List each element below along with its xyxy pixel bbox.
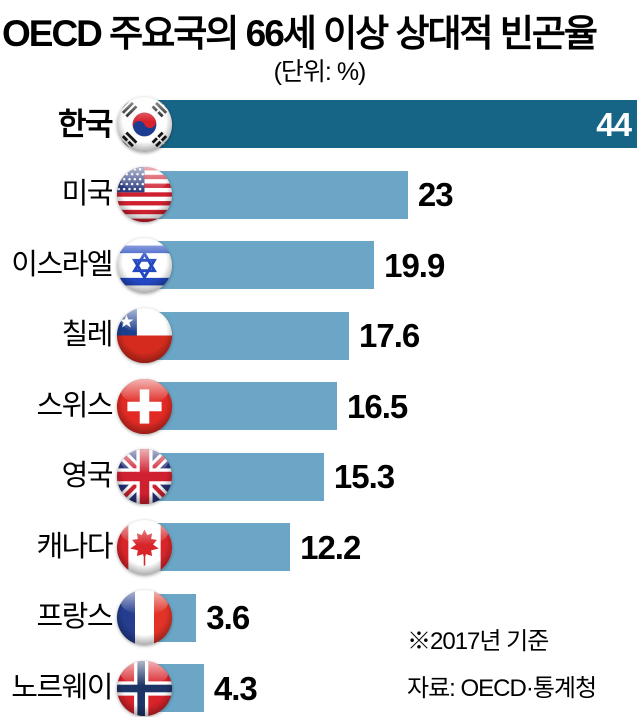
value-label: 19.9 (384, 246, 445, 284)
chile-flag-icon (116, 307, 173, 364)
value-label: 17.6 (359, 317, 420, 354)
south-korea-flag-icon (116, 96, 173, 153)
value-label: 23 (417, 176, 454, 213)
value-label: 15.3 (333, 458, 395, 495)
footnote-block: ※2017년 기준 자료: OECD·통계청 (407, 618, 597, 712)
country-label: 칠레 (61, 319, 114, 351)
unit-label: (단위: %) (273, 58, 367, 86)
bar (150, 452, 324, 501)
value-label: 12.2 (300, 528, 361, 566)
israel-flag-icon (116, 237, 173, 294)
footnote: ※2017년 기준 (407, 628, 549, 655)
bar-row: 칠레 17.6 (0, 307, 639, 364)
country-label: 미국 (61, 178, 114, 210)
bar-row: 노르웨이 4.3 (0, 660, 639, 717)
country-label: 이스라엘 (11, 248, 113, 281)
uk-flag-icon (116, 448, 173, 505)
value-label: 44 (596, 105, 632, 143)
value-label: 4.3 (213, 669, 258, 707)
usa-flag-icon (116, 166, 173, 223)
bar-row: 영국 15.3 (0, 448, 639, 505)
norway-flag-icon (116, 660, 173, 717)
bar (150, 241, 375, 289)
bar (150, 523, 291, 571)
canada-flag-icon (116, 519, 173, 576)
chart-title: OECD 주요국의 66세 이상 상대적 빈곤율 (2, 13, 598, 54)
bar (150, 170, 408, 219)
bar (150, 382, 337, 430)
bar-row: 스위스 16.5 (0, 378, 639, 435)
bar (150, 311, 349, 360)
country-label: 캐나다 (36, 530, 113, 563)
bar-row: 미국 23 (0, 166, 639, 223)
source: 자료: OECD·통계청 (407, 675, 597, 702)
country-label: 스위스 (36, 389, 113, 422)
country-label: 영국 (61, 460, 114, 492)
country-label: 노르웨이 (11, 671, 113, 704)
country-label: 프랑스 (36, 601, 113, 633)
country-label: 한국 (57, 106, 114, 142)
bar-row: 캐나다 12.2 (0, 519, 639, 576)
bar-row: 이스라엘 19.9 (0, 237, 639, 294)
bar-row: 프랑스 3.6 (0, 589, 639, 646)
value-label: 16.5 (347, 387, 408, 425)
france-flag-icon (116, 589, 173, 646)
bar (150, 100, 637, 148)
switzerland-flag-icon (116, 378, 173, 435)
value-label: 3.6 (206, 599, 250, 636)
bar-row: 한국 44 (0, 96, 639, 153)
